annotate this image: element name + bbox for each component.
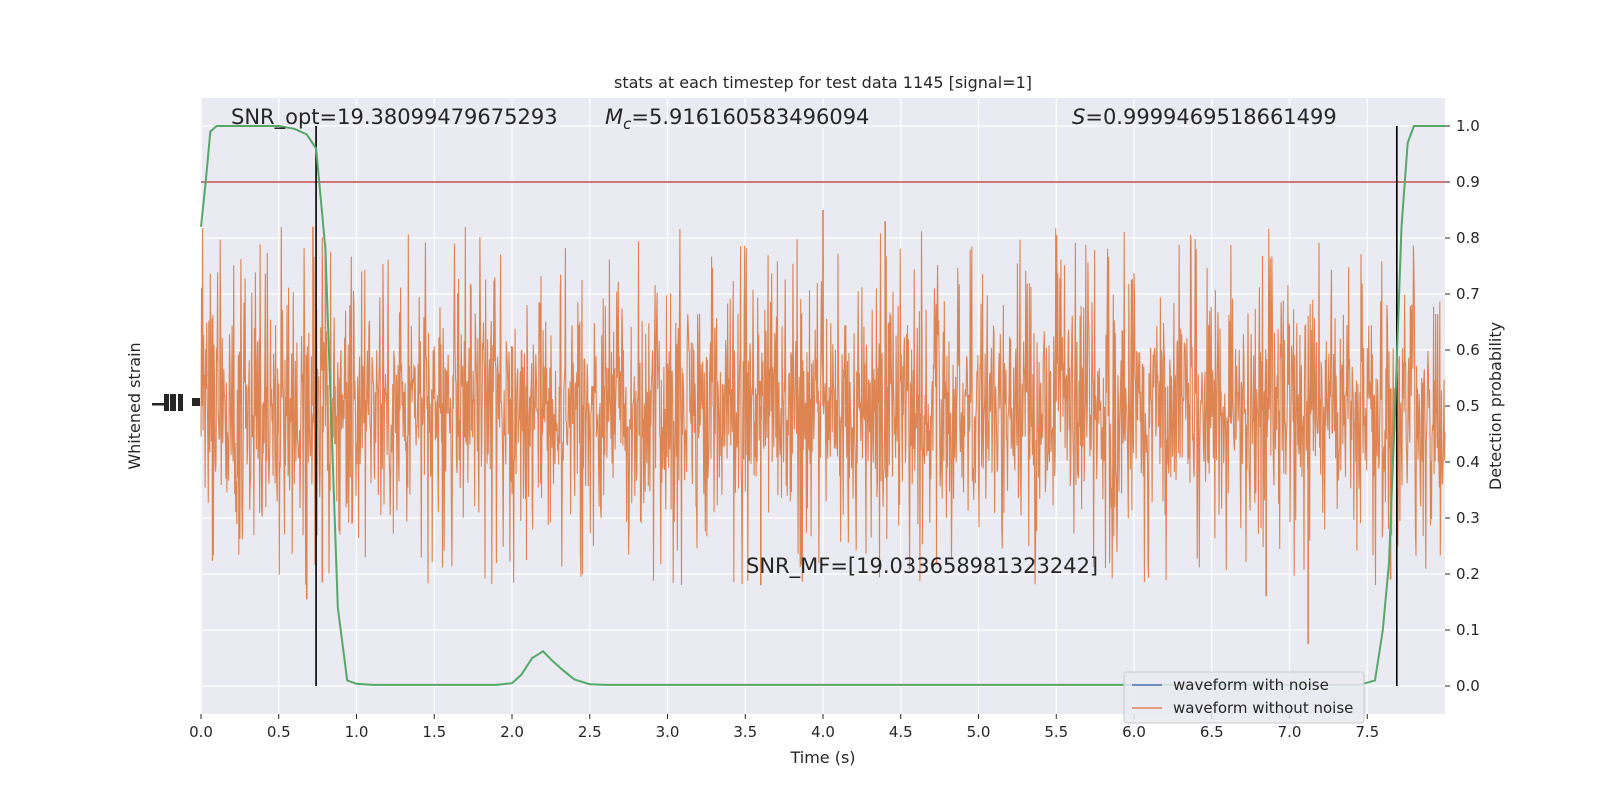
x-tick-label: 6.0 bbox=[1122, 723, 1146, 741]
legend-label-without-noise: waveform without noise bbox=[1173, 699, 1353, 717]
x-tick-label: 6.5 bbox=[1200, 723, 1224, 741]
legend: waveform with noise waveform without noi… bbox=[1123, 671, 1365, 724]
x-tick-label: 0.0 bbox=[189, 723, 213, 741]
legend-box bbox=[1123, 671, 1365, 724]
x-tick-label: 4.0 bbox=[811, 723, 835, 741]
x-tick-label: 0.5 bbox=[267, 723, 291, 741]
chart-title: stats at each timestep for test data 114… bbox=[614, 73, 1032, 92]
y-tick-label: 0.4 bbox=[1456, 453, 1480, 471]
y-axis-right-label: Detection probability bbox=[1486, 322, 1505, 490]
y-axis-left-label: Whitened strain bbox=[125, 342, 144, 469]
x-tick-label: 5.0 bbox=[967, 723, 991, 741]
y-axis-right-ticks: 0.0 0.1 0.2 0.3 0.4 0.5 0.6 0.7 0.8 0.9 1.0 bbox=[1445, 117, 1480, 695]
x-axis-ticks: 0.0 0.5 1.0 1.5 2.0 2.5 3.0 3.5 4.0 4.5 5.0 5.5 6.0 6… bbox=[189, 714, 1379, 741]
chirp-mass-annotation: Mc=5.916160583496094 bbox=[605, 105, 869, 133]
x-tick-label: 7.5 bbox=[1355, 723, 1379, 741]
x-axis-label: Time (s) bbox=[789, 748, 855, 767]
score-annotation: S=0.9999469518661499 bbox=[1072, 105, 1337, 129]
x-tick-label: 5.5 bbox=[1044, 723, 1068, 741]
y-tick-label: 0.2 bbox=[1456, 565, 1480, 583]
y-tick-label: 0.1 bbox=[1456, 621, 1480, 639]
left-axis-tick-cluster bbox=[152, 394, 200, 411]
y-tick-label: 0.7 bbox=[1456, 285, 1480, 303]
y-tick-label: 0.6 bbox=[1456, 341, 1480, 359]
y-tick-label: 0.0 bbox=[1456, 677, 1480, 695]
probability-series-line bbox=[200, 125, 1445, 686]
legend-label-with-noise: waveform with noise bbox=[1173, 676, 1329, 694]
x-tick-label: 1.5 bbox=[422, 723, 446, 741]
y-tick-label: 0.8 bbox=[1456, 229, 1480, 247]
x-tick-label: 3.0 bbox=[656, 723, 680, 741]
x-tick-label: 2.5 bbox=[578, 723, 602, 741]
x-tick-label: 7.0 bbox=[1278, 723, 1302, 741]
y-tick-label: 0.9 bbox=[1456, 173, 1480, 191]
y-tick-label: 0.3 bbox=[1456, 509, 1480, 527]
snr-opt-annotation: SNR_opt=19.38099479675293 bbox=[231, 105, 558, 130]
probability-curve bbox=[200, 125, 1445, 686]
detection-markers bbox=[315, 126, 1398, 686]
x-tick-label: 3.5 bbox=[733, 723, 757, 741]
snr-mf-annotation: SNR_MF=[19.033658981323242] bbox=[746, 554, 1098, 579]
x-tick-label: 1.0 bbox=[345, 723, 369, 741]
x-tick-label: 4.5 bbox=[889, 723, 913, 741]
y-tick-label: 0.5 bbox=[1456, 397, 1480, 415]
x-tick-label: 2.0 bbox=[500, 723, 524, 741]
y-tick-label: 1.0 bbox=[1456, 117, 1480, 135]
